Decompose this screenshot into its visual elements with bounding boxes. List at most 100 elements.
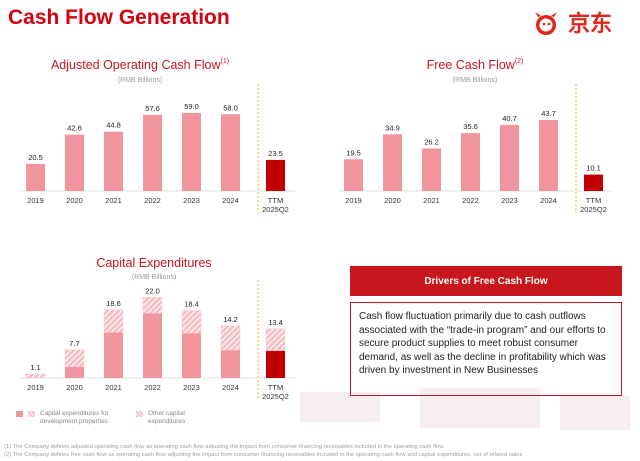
jd-dog-mascot-icon (535, 12, 557, 35)
category-label: 2023 (183, 383, 200, 392)
bar-segment-development (143, 313, 162, 378)
bar-segment-development (221, 350, 240, 378)
legend-item-development: Capital expenditures for development pro… (16, 410, 126, 426)
value-label: 43.7 (541, 109, 556, 118)
footnote-1: (1) The Company defines adjusted operati… (4, 444, 445, 450)
bar-segment-development (104, 332, 123, 378)
bar-segment-development (65, 367, 84, 378)
bar (500, 124, 519, 191)
bar (383, 134, 402, 191)
category-label: 2025Q2 (580, 205, 607, 214)
bar-segment-other (64, 349, 85, 368)
bar-segment-other (103, 309, 124, 333)
category-label: 2020 (66, 196, 83, 205)
value-label: 40.7 (502, 114, 517, 123)
legend-swatch-other (136, 411, 143, 417)
chart-title-capex: Capital Expenditures (96, 256, 212, 270)
bar (461, 133, 480, 191)
free-cash-flow-chart: 19.5 34.9 26.2 35.6 40.7 43.7 10.1 2019 2020 2021… (338, 84, 613, 214)
category-label: 2019 (27, 383, 44, 392)
page-title: Cash Flow Generation (8, 6, 230, 29)
value-label: 22.0 (145, 286, 160, 295)
bar (344, 159, 363, 191)
bar (266, 159, 285, 191)
bar (182, 112, 201, 191)
value-label: 34.9 (385, 123, 400, 132)
value-label: 10.1 (586, 164, 601, 173)
bar (65, 134, 84, 191)
value-label: 59.0 (184, 102, 199, 111)
bar-segment-other (220, 325, 241, 351)
value-label: 13.4 (268, 318, 283, 327)
chart-title-fcf: Free Cash Flow(2) (355, 58, 595, 72)
category-label: 2020 (384, 196, 401, 205)
bar-segment-development (182, 333, 201, 378)
category-label: 2022 (144, 196, 161, 205)
bar (26, 163, 45, 191)
category-label: TTM (586, 196, 601, 205)
legend-swatch-hatched (28, 411, 35, 417)
bar (104, 131, 123, 191)
bar (422, 148, 441, 191)
bar-segment-other (142, 297, 163, 314)
value-label: 35.6 (463, 122, 478, 131)
category-label: 2021 (105, 383, 122, 392)
legend-label: Other capital expenditures (148, 410, 186, 425)
category-label: 2024 (222, 383, 239, 392)
legend-swatch-solid (16, 411, 23, 417)
legend-label: Capital expenditures for development pro… (40, 410, 109, 425)
bar (143, 114, 162, 191)
value-label: 57.6 (145, 104, 160, 113)
background-decoration (420, 388, 540, 428)
category-label: 2024 (540, 196, 557, 205)
capital-expenditures-chart: 1.1 7.7 18.6 22.0 18.4 14.2 13.4 2019 2020 2021 20… (20, 280, 295, 401)
chart-title-text: Adjusted Operating Cash Flow (50, 58, 221, 72)
value-label: 23.5 (268, 149, 283, 158)
value-label: 7.7 (69, 339, 79, 348)
bar (539, 119, 558, 191)
footnote-marker: (2) (514, 58, 524, 65)
category-label: 2019 (27, 196, 44, 205)
bar-segment-development (266, 350, 285, 378)
legend-item-other: Other capital expenditures (136, 410, 216, 426)
category-label: 2022 (144, 383, 161, 392)
chart-unit-label: (RMB Billions) (131, 274, 177, 281)
value-label: 26.2 (424, 137, 439, 146)
category-label: 2019 (345, 196, 362, 205)
category-label: 2023 (183, 196, 200, 205)
background-decoration (300, 392, 380, 422)
value-label: 42.6 (67, 124, 82, 133)
value-label: 19.5 (346, 148, 361, 157)
category-label: 2025Q2 (262, 205, 289, 214)
category-label: TTM (268, 196, 283, 205)
background-decoration (560, 396, 630, 430)
bar-segment-other (181, 310, 202, 334)
category-label: 2020 (66, 383, 83, 392)
drivers-text: Cash flow fluctuation primarily due to c… (350, 302, 622, 396)
bar (584, 174, 603, 191)
value-label: 18.4 (184, 300, 199, 309)
company-logo-text: 京东 (568, 11, 613, 36)
category-label: 2024 (222, 196, 239, 205)
category-label: 2021 (423, 196, 440, 205)
category-label: 2023 (501, 196, 518, 205)
footnote-marker: (1) (220, 58, 230, 65)
value-label: 58.0 (223, 103, 238, 112)
bar-segment-other (265, 328, 286, 352)
chart-title-text: Free Cash Flow (426, 58, 515, 72)
category-label: 2021 (105, 196, 122, 205)
adjusted-ocf-chart: 20.5 42.6 44.8 57.6 59.0 58.0 23.5 2019 2020 2021… (20, 84, 295, 214)
value-label: 14.2 (223, 315, 238, 324)
bar-segment-other (25, 373, 46, 379)
footnote-2: (2) The Company defines free cash flow a… (4, 452, 523, 458)
value-label: 44.8 (106, 121, 121, 130)
category-label: TTM (268, 383, 283, 392)
bar (221, 114, 240, 191)
chart-unit-label: (RMB Billions) (452, 77, 498, 84)
chart-unit-label: (RMB Billions) (117, 77, 163, 84)
category-label: 2022 (462, 196, 479, 205)
category-label: 2025Q2 (262, 392, 289, 401)
value-label: 20.5 (28, 153, 43, 162)
chart-title-adjusted-ocf: Adjusted Operating Cash Flow(1) (20, 58, 260, 72)
value-label: 1.1 (30, 363, 40, 372)
